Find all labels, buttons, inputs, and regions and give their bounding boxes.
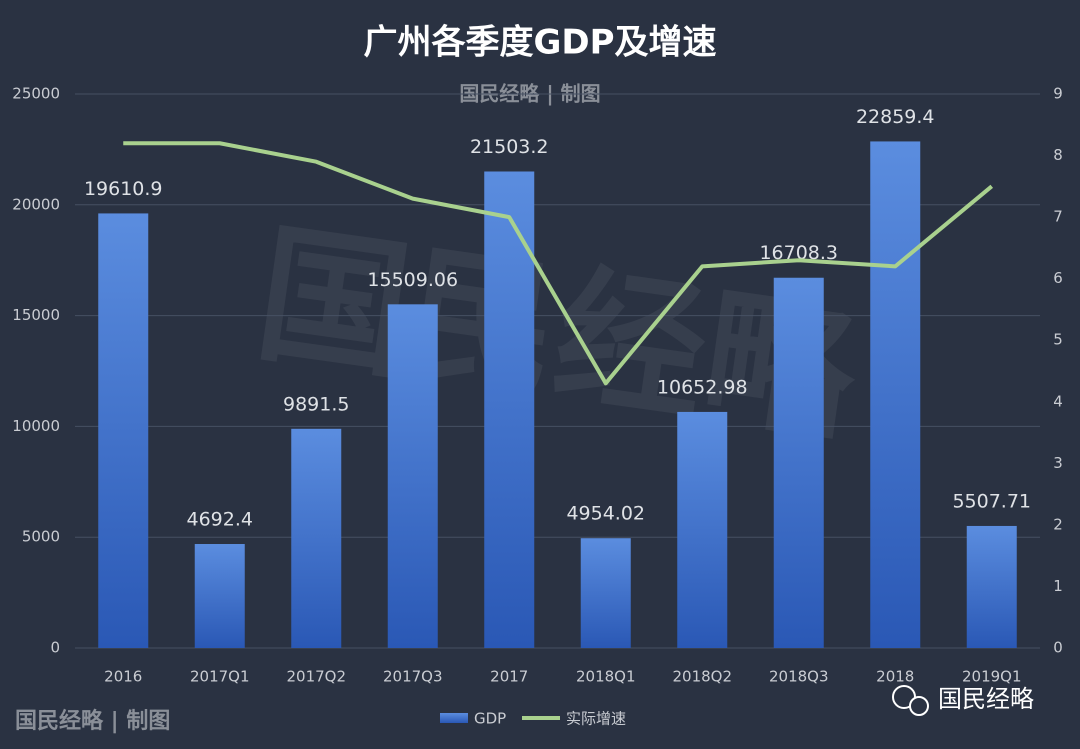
data-label: 15509.06 (367, 269, 458, 291)
bar (966, 525, 1017, 648)
legend-label: 实际增速 (566, 710, 626, 728)
y2-tick-label: 4 (1053, 392, 1063, 410)
y-tick-label: 5000 (22, 528, 60, 546)
y2-tick-label: 0 (1053, 639, 1063, 657)
bar (98, 213, 149, 648)
data-label: 5507.71 (952, 490, 1031, 512)
x-tick-label: 2017Q1 (190, 668, 250, 686)
data-label: 4954.02 (566, 503, 645, 525)
wechat-badge: 国民经略 (892, 685, 1034, 716)
bar (194, 544, 245, 648)
legend-swatch (440, 713, 468, 723)
x-tick-label: 2018Q1 (576, 668, 636, 686)
data-label: 21503.2 (470, 136, 549, 158)
y-tick-label: 25000 (12, 85, 60, 103)
bar (387, 304, 438, 648)
bar (773, 277, 824, 648)
bar (484, 171, 535, 649)
bar (580, 538, 631, 648)
credit: 国民经略 | 制图 (15, 708, 170, 734)
y2-tick-label: 9 (1053, 85, 1063, 103)
x-tick-label: 2017Q3 (383, 668, 443, 686)
badge-text: 国民经略 (938, 685, 1034, 713)
y-tick-label: 20000 (12, 195, 60, 213)
y2-tick-label: 5 (1053, 331, 1063, 349)
x-tick-label: 2017 (490, 668, 528, 686)
data-label: 9891.5 (283, 393, 349, 415)
y2-tick-label: 3 (1053, 454, 1063, 472)
y2-tick-label: 8 (1053, 146, 1063, 164)
wechat-icon (909, 696, 929, 716)
y2-tick-label: 6 (1053, 269, 1063, 287)
data-label: 16708.3 (759, 242, 838, 264)
y-tick-label: 10000 (12, 417, 60, 435)
bar (870, 141, 921, 648)
y2-tick-label: 7 (1053, 208, 1063, 226)
y2-tick-label: 2 (1053, 515, 1063, 533)
data-label: 10652.98 (657, 376, 748, 398)
line (123, 141, 994, 386)
y-tick-label: 0 (50, 639, 60, 657)
legend-label: GDP (474, 710, 506, 728)
x-tick-label: 2017Q2 (286, 668, 346, 686)
x-tick-label: 2016 (104, 668, 142, 686)
x-tick-label: 2019Q1 (962, 668, 1022, 686)
data-label: 19610.9 (84, 178, 163, 200)
bar (677, 411, 728, 648)
chart-title: 广州各季度GDP及增速 (363, 23, 716, 63)
y2-tick-label: 1 (1053, 577, 1063, 595)
data-label: 4692.4 (187, 509, 253, 531)
legend: GDP 实际增速 (440, 710, 626, 728)
x-tick-label: 2018 (876, 668, 914, 686)
bar (291, 428, 342, 648)
y-tick-label: 15000 (12, 306, 60, 324)
x-tick-label: 2018Q2 (672, 668, 732, 686)
data-label: 22859.4 (856, 106, 935, 128)
x-tick-label: 2018Q3 (769, 668, 829, 686)
